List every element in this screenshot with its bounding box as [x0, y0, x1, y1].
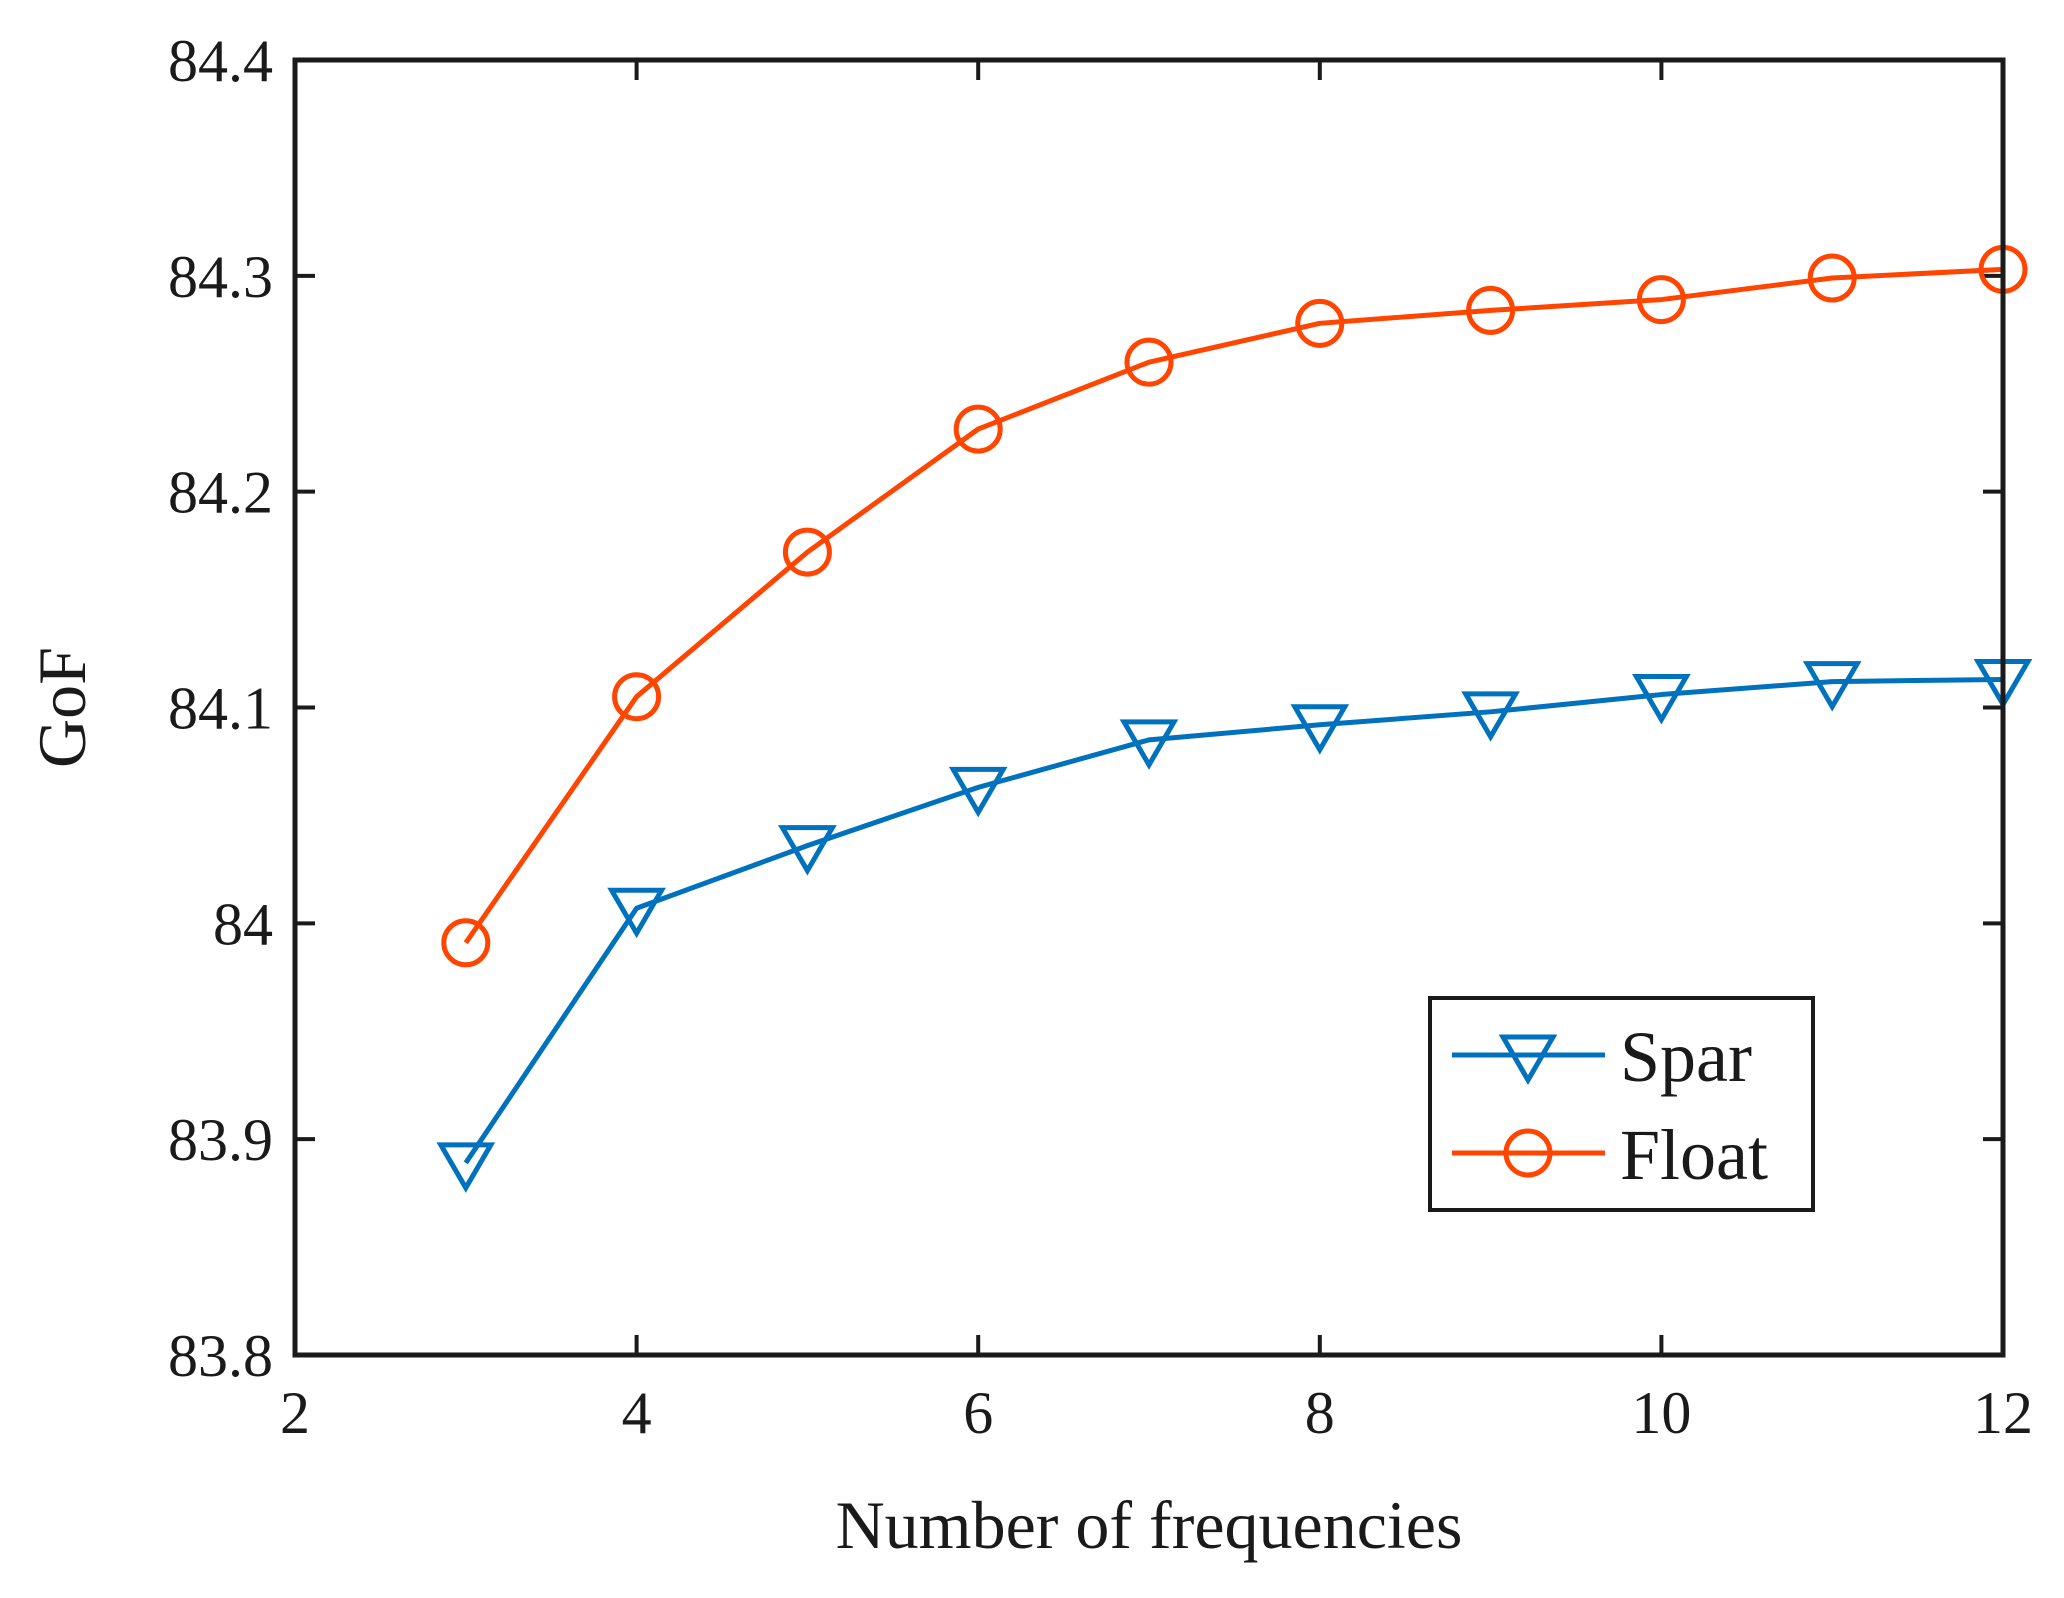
data-point-spar [778, 825, 837, 876]
legend: Spar Float [1428, 996, 1815, 1212]
y-tick-label: 84 [213, 891, 273, 957]
data-point-float [1124, 337, 1174, 387]
data-point-float [953, 404, 1003, 454]
axes-frame [292, 57, 2006, 1358]
data-point-spar [1461, 691, 1520, 742]
data-point-float [782, 527, 832, 577]
legend-marker-shape [1503, 1128, 1553, 1178]
x-tick-label: 10 [1631, 1380, 1691, 1446]
data-point-float [612, 672, 662, 722]
data-point-float [1636, 275, 1686, 325]
legend-marker-shape [1498, 1034, 1558, 1085]
x-axis-label: Number of frequencies [836, 1487, 1463, 1563]
y-tick-label: 84.2 [168, 460, 273, 526]
data-point-spar [436, 1142, 496, 1193]
data-point-spar [1632, 674, 1691, 725]
y-axis-label: GoF [24, 647, 100, 768]
x-tick-label: 2 [280, 1380, 310, 1446]
data-point-spar [607, 887, 666, 939]
y-tick-label: 83.9 [168, 1107, 273, 1173]
y-tick-label: 84.1 [168, 676, 273, 742]
legend-label-spar: Spar [1620, 1017, 1752, 1097]
x-tick-label: 6 [963, 1380, 993, 1446]
data-point-spar [1802, 661, 1862, 712]
data-series [436, 244, 2033, 1193]
x-tick-label: 4 [622, 1380, 652, 1446]
legend-marker-spar [1498, 1034, 1558, 1085]
y-tick-label: 84.4 [168, 28, 273, 94]
series-spar [436, 658, 2033, 1193]
data-point-float [441, 918, 491, 968]
data-point-spar [1119, 719, 1179, 770]
legend-box [1428, 996, 1815, 1212]
legend-label-float: Float [1620, 1115, 1768, 1195]
series-line-spar [463, 676, 2004, 1165]
x-tick-label: 8 [1305, 1380, 1335, 1446]
data-point-float [1295, 298, 1345, 348]
x-tick-label: 12 [1973, 1380, 2033, 1446]
y-tick-label: 84.3 [168, 244, 273, 310]
data-point-float [1807, 253, 1857, 303]
y-tick-label: 83.8 [168, 1323, 273, 1389]
series-line-float [463, 266, 2004, 945]
series-float [441, 244, 2028, 968]
y-tick-labels: 83.8 83.9 84 84.1 84.2 84.3 84.4 [168, 28, 273, 1389]
legend-marker-float [1503, 1128, 1553, 1178]
data-point-float [1466, 285, 1516, 335]
data-point-spar [948, 766, 1008, 818]
data-point-spar [1290, 704, 1350, 755]
x-tick-labels: 2 4 6 8 10 12 [280, 1380, 2033, 1446]
